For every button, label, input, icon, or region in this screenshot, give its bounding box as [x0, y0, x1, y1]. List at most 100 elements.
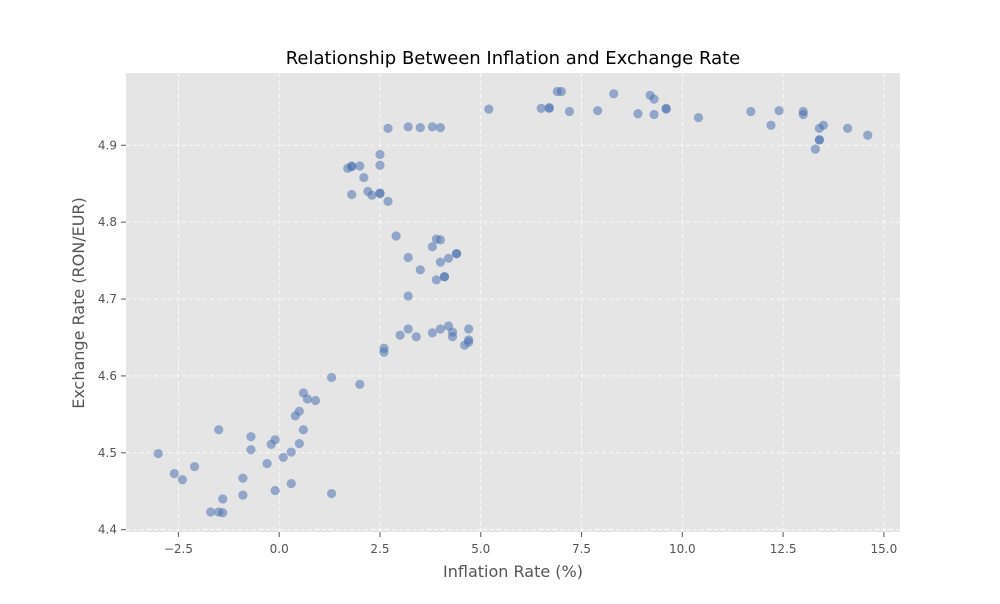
data-point: [383, 123, 393, 133]
data-point: [536, 103, 546, 113]
data-point: [326, 488, 337, 499]
data-point: [439, 272, 450, 282]
data-point: [435, 324, 446, 334]
data-point: [246, 445, 256, 455]
data-point: [842, 123, 853, 133]
data-point: [302, 394, 313, 404]
data-point: [427, 122, 437, 132]
y-tick-label: 4.9: [98, 138, 117, 152]
data-point: [609, 89, 619, 99]
data-point: [355, 379, 365, 389]
y-axis-label: Exchange Rate (RON/EUR): [69, 197, 88, 409]
data-point: [431, 275, 442, 285]
data-point: [355, 161, 365, 171]
x-tick-label: 0.0: [270, 542, 289, 556]
data-point: [383, 196, 393, 206]
data-point: [544, 103, 554, 113]
data-point: [367, 190, 377, 200]
data-point: [435, 235, 446, 245]
y-tick-label: 4.4: [98, 523, 117, 537]
x-tick-label: 15.0: [871, 542, 898, 556]
data-point: [286, 447, 296, 457]
data-point: [443, 253, 454, 263]
data-point: [863, 130, 873, 140]
data-point: [415, 122, 425, 133]
data-point: [403, 324, 413, 334]
y-tick-label: 4.5: [98, 446, 117, 460]
data-point: [649, 94, 659, 104]
data-point: [447, 332, 458, 342]
data-point: [218, 508, 228, 518]
data-point: [206, 507, 216, 517]
data-point: [435, 122, 446, 133]
data-point: [798, 109, 808, 120]
data-point: [310, 395, 321, 406]
data-point: [556, 86, 566, 97]
data-point: [391, 231, 401, 241]
data-points: [153, 86, 873, 518]
data-point: [294, 438, 304, 449]
data-point: [814, 135, 824, 145]
data-point: [298, 425, 308, 435]
data-point: [564, 106, 575, 117]
data-point: [262, 458, 272, 469]
data-point: [375, 149, 385, 160]
data-point: [347, 189, 357, 200]
data-point: [375, 160, 385, 170]
data-point: [403, 122, 413, 132]
data-point: [451, 249, 462, 259]
data-point: [661, 104, 671, 114]
x-axis-label: Inflation Rate (%): [443, 562, 583, 581]
data-point: [359, 172, 369, 183]
data-point: [214, 425, 224, 435]
data-point: [270, 435, 280, 445]
data-point: [238, 490, 248, 500]
x-tick-label: 5.0: [471, 542, 490, 556]
data-point: [464, 324, 474, 334]
y-tick-label: 4.7: [98, 292, 117, 306]
data-point: [246, 432, 256, 442]
data-point: [593, 106, 603, 116]
x-tick-label: 12.5: [770, 542, 797, 556]
x-tick-label: 7.5: [572, 542, 591, 556]
data-point: [375, 189, 385, 199]
data-point: [774, 106, 784, 116]
x-tick-label: −2.5: [164, 542, 193, 556]
data-point: [649, 109, 659, 120]
data-point: [766, 120, 776, 130]
data-point: [294, 406, 304, 416]
data-point: [746, 106, 756, 117]
plot-area: [126, 73, 900, 532]
data-point: [633, 109, 643, 119]
data-point: [270, 485, 280, 496]
x-tick-label: 2.5: [370, 542, 389, 556]
data-point: [379, 347, 389, 357]
grid-lines: [126, 73, 900, 532]
x-tick-label: 10.0: [669, 542, 696, 556]
data-point: [693, 112, 704, 123]
data-point: [427, 328, 437, 338]
data-point: [427, 242, 437, 252]
data-point: [177, 475, 188, 485]
data-point: [189, 462, 200, 472]
data-point: [411, 332, 421, 342]
data-point: [286, 478, 296, 489]
data-point: [403, 252, 413, 263]
chart-title: Relationship Between Inflation and Excha…: [286, 48, 741, 69]
data-point: [395, 330, 405, 340]
data-point: [415, 265, 425, 275]
data-point: [810, 144, 820, 154]
data-point: [278, 452, 288, 463]
data-point: [169, 468, 179, 479]
data-point: [484, 104, 494, 114]
y-tick-label: 4.6: [98, 369, 117, 383]
data-point: [818, 120, 829, 130]
data-point: [347, 162, 357, 172]
data-point: [403, 291, 413, 301]
axis-ticks: −2.5 0.0 2.5 5.0 7.5 10.0 12.5 15.0 4.4 4.5 4.6 4.7…: [98, 138, 897, 556]
data-point: [153, 448, 163, 459]
data-point: [464, 337, 474, 347]
data-point: [218, 494, 228, 504]
